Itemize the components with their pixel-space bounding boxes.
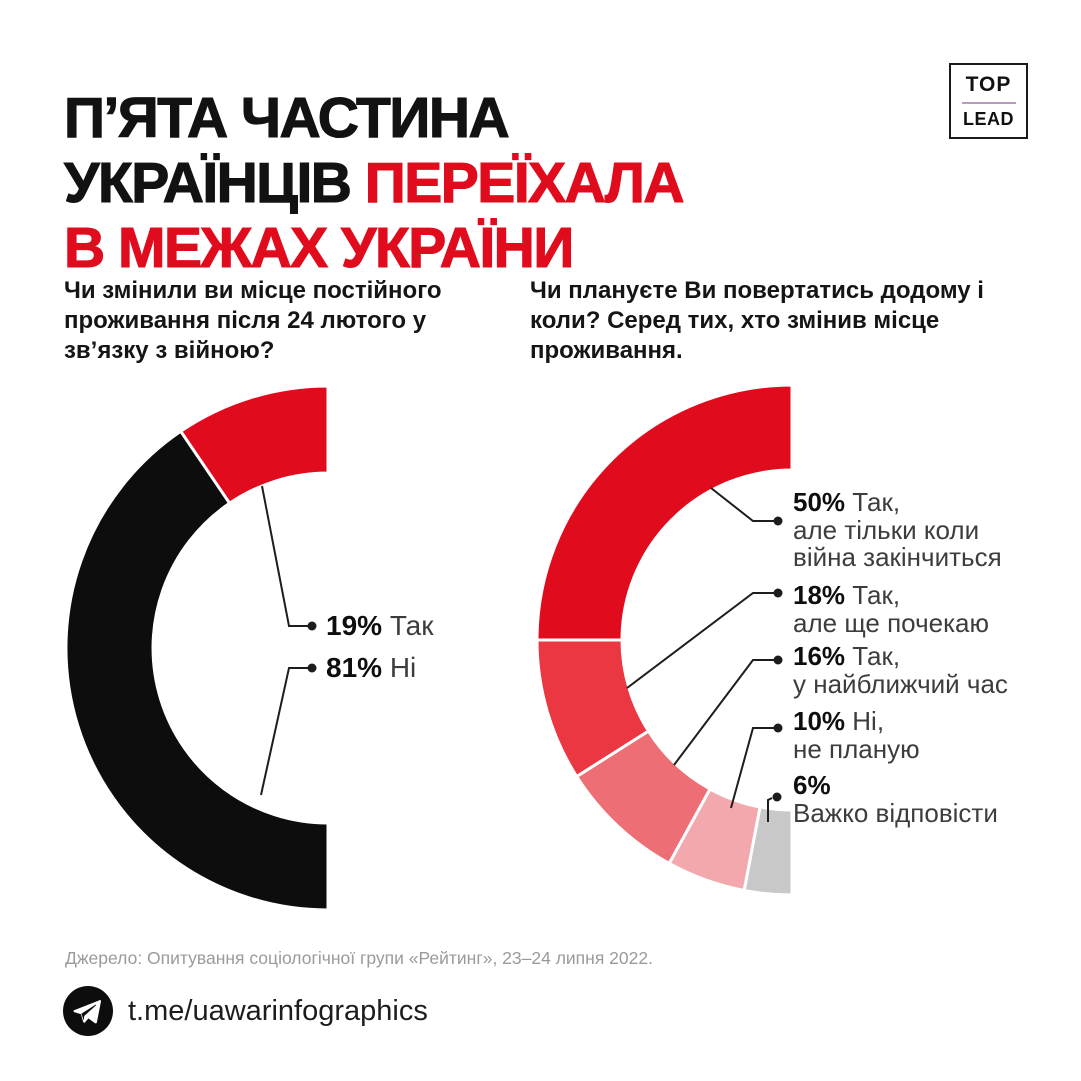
right-chart-question: Чи плануєте Ви повертатись додому і коли… [530,277,984,364]
left-donut-chart [64,384,330,912]
label-10-ni: 10% Ні, не планую [793,706,920,764]
telegram-handle: t.me/uawarinfographics [128,994,428,1027]
telegram-link[interactable]: t.me/uawarinfographics [63,986,428,1036]
page-title: П’ЯТА ЧАСТИНА УКРАЇНЦІВ ПЕРЕЇХАЛА В МЕЖА… [63,86,685,281]
label-19-tak: 19% Так [326,610,434,641]
right-donut-chart [535,383,794,897]
label-81-ni: 81% Ні [326,652,417,683]
title-line3: В МЕЖАХ УКРАЇНИ [63,216,574,281]
title-line2-black: УКРАЇНЦІВ [63,151,352,216]
logo-lead-text: LEAD [963,108,1014,129]
logo-divider [961,101,1016,104]
title-line2-red: ПЕРЕЇХАЛА [364,151,685,216]
toplead-logo: TOP LEAD [949,63,1028,139]
source-note: Джерело: Опитування соціологічної групи … [65,948,653,968]
logo-top-text: TOP [965,72,1012,96]
left-chart-question: Чи змінили ви місце постійного проживанн… [64,277,442,364]
label-50-tak: 50% Так, але тільки коли війна закінчиться [793,487,1002,572]
label-18-tak: 18% Так, але ще почекаю [793,580,989,638]
donut-segment-50pct [535,383,794,642]
label-6-vazhko: 6% Важко відповісти [793,770,998,828]
telegram-icon [63,986,113,1036]
title-line1: П’ЯТА ЧАСТИНА [63,86,510,151]
label-16-tak: 16% Так, у найближчий час [793,641,1008,699]
donut-segment-81pct [64,429,330,912]
